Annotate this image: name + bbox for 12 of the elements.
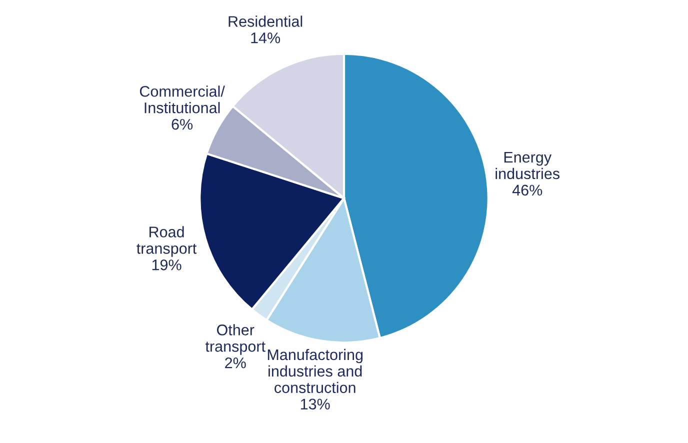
data-label: 2%: [225, 357, 246, 368]
slice-label: Manufactoring industries and construction: [268, 348, 363, 394]
data-label: 13%: [300, 398, 330, 410]
data-label: 46%: [512, 184, 542, 196]
slice-label: Commercial/ Institutional: [140, 86, 225, 114]
slice-label: Other transport: [205, 324, 266, 355]
data-label: 6%: [172, 118, 193, 130]
slice-label: Residential: [228, 16, 302, 27]
slice-label: Road transport: [136, 226, 197, 257]
data-label: 14%: [251, 32, 280, 44]
data-label: 19%: [152, 260, 182, 270]
slice-label: Energy industries: [496, 152, 560, 180]
